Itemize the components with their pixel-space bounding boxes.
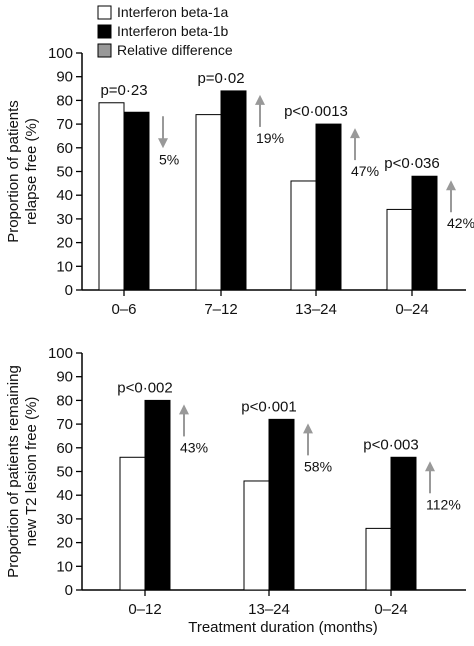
y-tick-label: 20 [56, 535, 73, 552]
y-tick-label: 70 [56, 416, 73, 433]
relative-difference-label: 47% [351, 163, 379, 179]
x-tick-label: 0–24 [395, 301, 428, 318]
relative-difference-label: 19% [256, 130, 284, 146]
arrow-head [446, 180, 456, 191]
bar-beta-1b [390, 456, 417, 591]
arrow-up-icon [255, 94, 265, 127]
bar-beta-1a [290, 180, 317, 291]
x-tick-label: 7–12 [204, 301, 237, 318]
legend: Interferon beta-1a Interferon beta-1b Re… [97, 4, 233, 58]
legend-label-beta-1b: Interferon beta-1b [117, 23, 229, 39]
p-value-label: p<0·036 [384, 155, 439, 172]
p-value-label: p=0·23 [100, 82, 147, 99]
y-tick-label: 30 [56, 511, 73, 528]
arrow-up-icon [303, 423, 313, 456]
y-tick-label: 90 [56, 369, 73, 386]
legend-swatch-relative-difference [97, 43, 112, 58]
p-value-label: p<0·003 [363, 436, 418, 453]
p-value-label: p<0·0013 [284, 103, 348, 120]
legend-label-relative-difference: Relative difference [117, 42, 233, 58]
bar-beta-1b [315, 123, 342, 291]
y-axis-title-line: relapse free (%) [23, 118, 40, 225]
y-tick-label: 30 [56, 211, 73, 228]
bar-beta-1a [386, 208, 413, 291]
arrow-head [303, 423, 313, 434]
x-tick-label: 13–24 [295, 301, 337, 318]
arrow-head [255, 94, 265, 105]
y-tick-label: 100 [48, 45, 73, 62]
y-tick-label: 80 [56, 392, 73, 409]
y-tick-label: 90 [56, 69, 73, 86]
legend-swatch-beta-1a [97, 5, 112, 20]
bar-beta-1a [98, 102, 125, 291]
bar-beta-1b [144, 399, 171, 591]
bar-beta-1b [220, 90, 247, 291]
bar-beta-1a [243, 480, 270, 591]
p-value-label: p<0·001 [241, 398, 296, 415]
arrow-up-icon [425, 461, 435, 494]
panel-2: 0 10 20 30 40 50 60 70 80 90 100 Proportion of pati… [5, 345, 466, 618]
relative-difference-label: 43% [180, 439, 208, 455]
y-tick-label: 0 [65, 582, 73, 599]
relative-difference-label: 112% [426, 496, 461, 512]
x-tick-label: 0–12 [128, 601, 161, 618]
bar-beta-1b [411, 175, 438, 291]
bar-beta-1b [123, 111, 150, 291]
x-axis-title: Treatment duration (months) [188, 619, 378, 636]
arrow-up-icon [446, 180, 456, 213]
y-tick-label: 60 [56, 440, 73, 457]
y-tick-label: 10 [56, 558, 73, 575]
arrow-down-icon [158, 116, 168, 149]
arrow-head [158, 138, 168, 149]
y-tick-label: 100 [48, 345, 73, 362]
bar-beta-1b [268, 418, 295, 591]
legend-swatch-beta-1b [97, 24, 112, 39]
p-value-label: p<0·002 [117, 379, 172, 396]
x-tick-label: 13–24 [248, 601, 290, 618]
bar-beta-1a [365, 527, 392, 591]
arrow-head [425, 461, 435, 472]
x-tick-label: 0–24 [374, 601, 407, 618]
y-axis-title-line: Proportion of patients [5, 100, 22, 243]
y-tick-label: 10 [56, 258, 73, 275]
relative-difference-label: 5% [159, 151, 179, 167]
arrow-up-icon [350, 128, 360, 161]
bar-beta-1a [119, 456, 146, 591]
y-tick-label: 40 [56, 487, 73, 504]
y-tick-label: 0 [65, 282, 73, 299]
panel-1: 0 10 20 30 40 50 60 70 80 90 100 Proportion of pati… [5, 45, 474, 318]
y-tick-label: 70 [56, 116, 73, 133]
y-tick-label: 50 [56, 164, 73, 181]
arrow-up-icon [179, 404, 189, 437]
y-tick-label: 40 [56, 187, 73, 204]
bar-beta-1a [195, 114, 222, 291]
y-tick-label: 80 [56, 92, 73, 109]
arrow-head [350, 128, 360, 139]
relative-difference-label: 42% [447, 215, 474, 231]
legend-label-beta-1a: Interferon beta-1a [117, 4, 229, 20]
relative-difference-label: 58% [304, 458, 332, 474]
arrow-head [179, 404, 189, 415]
y-tick-label: 60 [56, 140, 73, 157]
x-tick-label: 0–6 [111, 301, 136, 318]
y-axis-title-line: new T2 lesion free (%) [23, 397, 40, 547]
y-tick-label: 20 [56, 235, 73, 252]
y-axis-title-line: Proportion of patients remaining [5, 365, 22, 578]
y-tick-label: 50 [56, 464, 73, 481]
p-value-label: p=0·02 [197, 70, 244, 87]
